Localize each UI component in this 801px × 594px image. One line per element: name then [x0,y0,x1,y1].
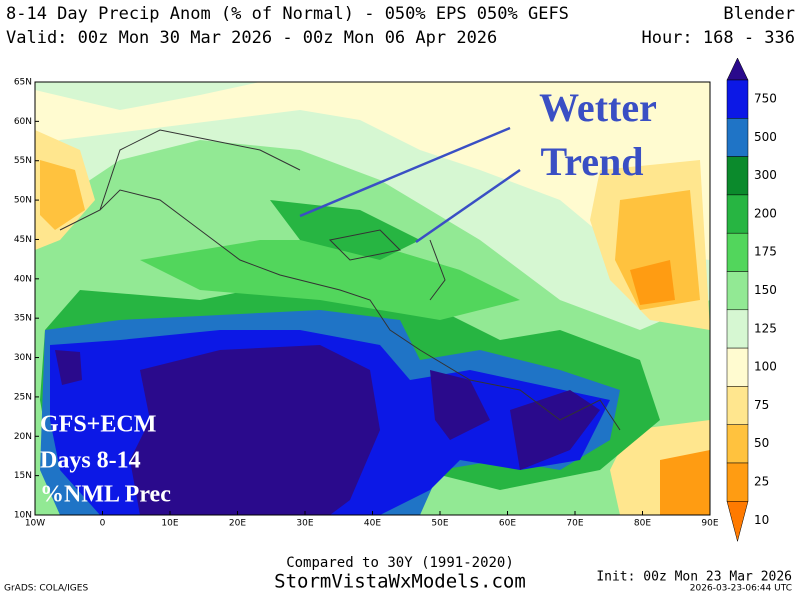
lon-label: 50E [431,519,448,529]
lat-label: 15N [14,471,32,481]
lon-label: 90E [701,519,718,529]
colorbar-box [726,424,749,464]
lat-label: 55N [14,156,32,166]
lon-label: 70E [566,519,583,529]
map-field [34,81,711,516]
colorbar-label: 150 [754,283,777,297]
box-label: GFS+ECM [40,412,156,438]
colorbar-label: 10 [754,513,769,527]
lat-label: 25N [14,392,32,402]
lon-label: 10W [25,519,45,529]
lat-label: 45N [14,235,32,245]
colorbar-box [726,271,749,311]
colorbar-box [726,79,749,119]
colorbar-box [726,118,749,157]
colorbar-box [726,232,749,272]
lon-label: 20E [229,519,246,529]
box-label: %NML Prec [40,482,171,508]
colorbar-label: 75 [754,398,769,412]
colorbar-end [726,57,749,81]
lon-label: 40E [364,519,381,529]
colorbar-label: 175 [754,245,777,259]
lat-label: 40N [14,274,32,284]
trend-label: Trend [541,139,644,184]
trend-label: Wetter [539,85,657,130]
footer-grads: GrADS: COLA/IGES [4,584,88,594]
lat-label: 60N [14,117,32,127]
footer-stamp: 2026-03-23-06:44 UTC [690,584,792,594]
footer-init: Init: 00z Mon 23 Mar 2026 [596,570,792,585]
lon-label: 80E [634,519,651,529]
colorbar-label: 50 [754,436,769,450]
colorbar-box [726,462,749,502]
lat-label: 65N [14,78,32,88]
header-title: 8-14 Day Precip Anom (% of Normal) - 050… [6,4,569,24]
trend-arrows [299,126,521,244]
lat-label: 35N [14,314,32,324]
colorbar-label: 125 [754,321,777,335]
footer-compared: Compared to 30Y (1991-2020) [286,555,514,571]
colorbar-box [726,386,749,425]
lon-label: 60E [499,519,516,529]
header-valid: Valid: 00z Mon 30 Mar 2026 - 00z Mon 06 … [6,28,497,48]
footer-site: StormVistaWxModels.com [274,571,526,593]
colorbar-end [726,501,749,543]
lat-label: 30N [14,353,32,363]
colorbar-box [726,309,749,349]
colorbar-label: 25 [754,475,769,489]
lat-label: 20N [14,432,32,442]
box-label: Days 8-14 [40,448,141,474]
lon-label: 10E [161,519,178,529]
colorbar-label: 200 [754,206,777,220]
lat-label: 50N [14,196,32,206]
colorbar-box [726,347,749,387]
colorbar-box [726,156,749,196]
header-hour: Hour: 168 - 336 [641,28,795,48]
colorbar-label: 100 [754,360,777,374]
header-model: Blender [723,4,795,24]
colorbar-box [726,194,749,234]
lon-label: 30E [296,519,313,529]
lon-label: 0 [100,519,106,529]
colorbar-label: 300 [754,168,777,182]
colorbar-label: 500 [754,130,777,144]
colorbar-label: 750 [754,92,777,106]
lat-label: 10N [14,511,32,521]
